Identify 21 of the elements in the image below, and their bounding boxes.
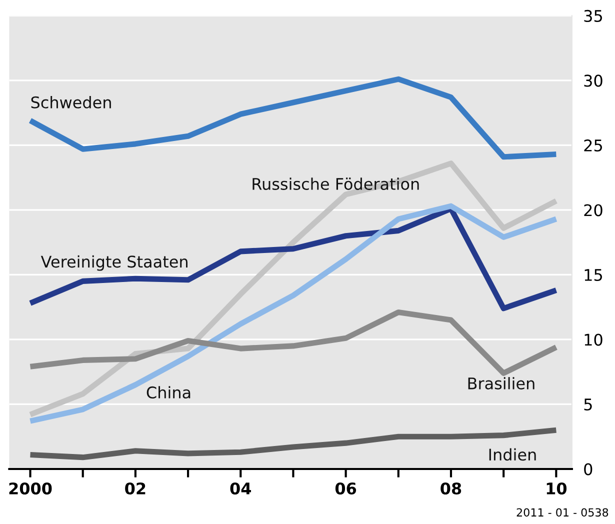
series-label: China xyxy=(146,386,190,399)
x-tick-label: 2000 xyxy=(9,482,52,495)
y-tick-label: 0 xyxy=(584,463,592,476)
x-tick-label: 02 xyxy=(125,482,146,495)
y-tick-label: 35 xyxy=(584,10,602,22)
y-tick-label: 20 xyxy=(584,204,602,216)
text: 2011 - 01 - 0538 xyxy=(516,508,608,517)
series-label: Brasilien xyxy=(468,377,534,390)
series-label: Indien xyxy=(489,448,536,461)
y-tick-label: 5 xyxy=(584,398,592,411)
y-tick-label: 25 xyxy=(584,139,602,152)
series-label: Vereinigte Staaten xyxy=(40,255,188,271)
x-tick-label: 06 xyxy=(335,482,356,495)
series-label: Russische Föderation xyxy=(252,178,419,190)
y-tick-label: 10 xyxy=(584,334,602,346)
y-tick-label: 15 xyxy=(584,269,602,282)
x-tick-label: 04 xyxy=(230,482,252,495)
x-tick-label: 10 xyxy=(546,482,567,495)
series-label: Schweden xyxy=(31,96,111,108)
y-tick-label: 30 xyxy=(584,74,602,87)
x-tick-label: 08 xyxy=(440,482,462,495)
